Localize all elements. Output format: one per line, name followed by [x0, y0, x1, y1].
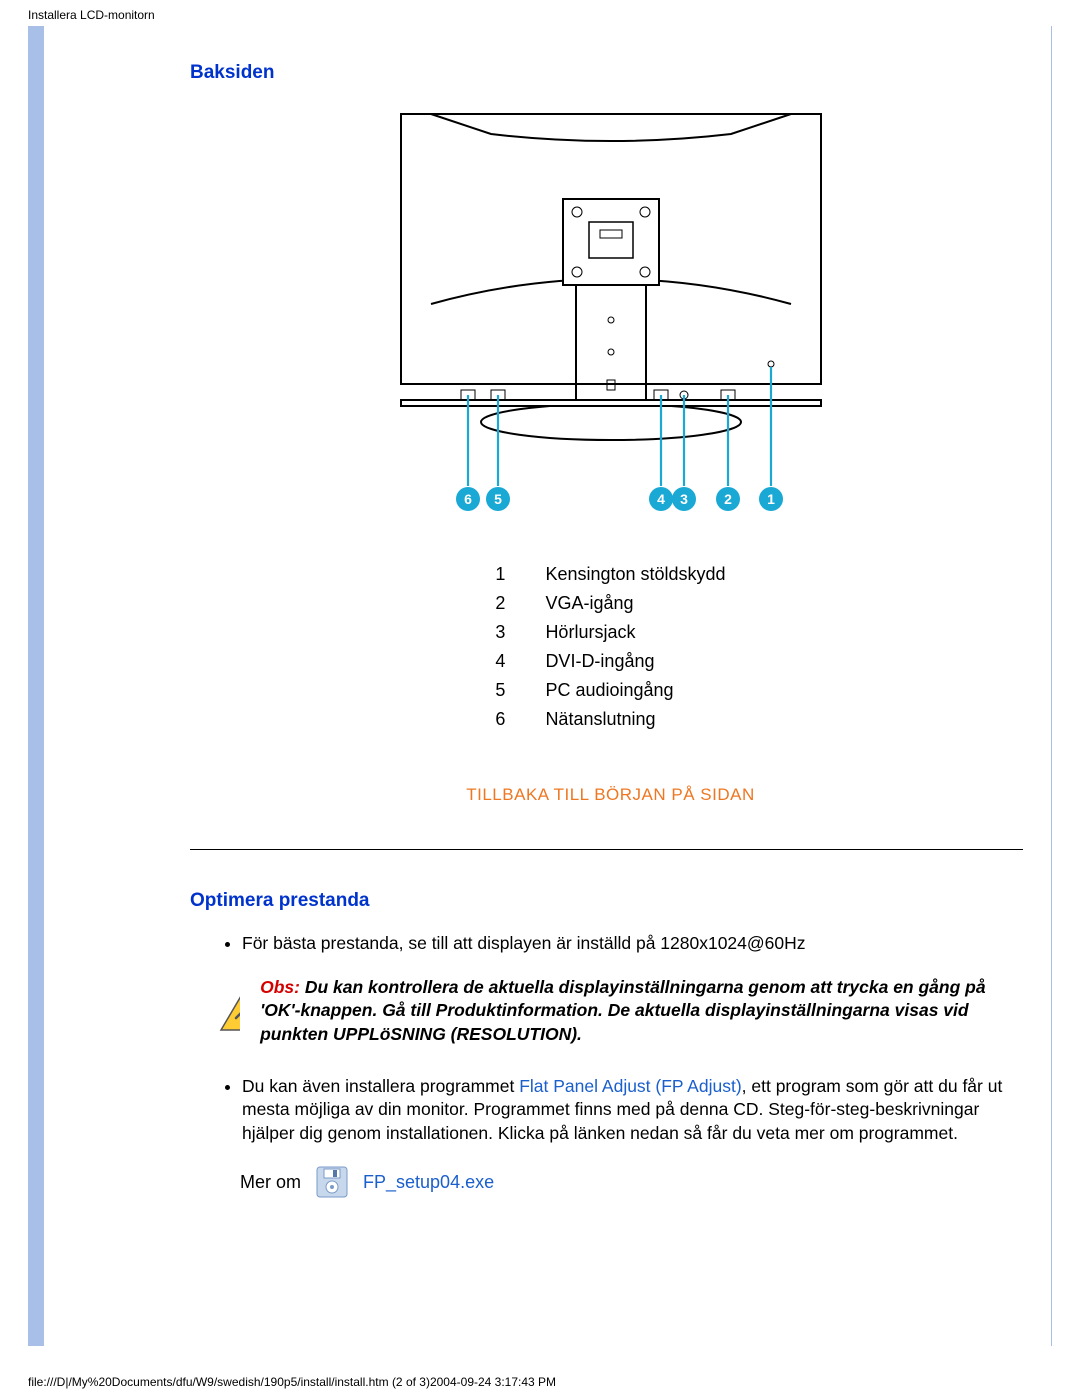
table-row: 5PC audioingång [485, 677, 735, 704]
svg-text:1: 1 [767, 491, 775, 507]
svg-text:4: 4 [657, 491, 665, 507]
content-frame: Baksiden [28, 26, 1052, 1346]
list-item: För bästa prestanda, se till att display… [242, 932, 1011, 956]
merom-label: Mer om [240, 1172, 301, 1193]
section-divider [190, 849, 1023, 850]
monitor-rear-diagram: 6 5 4 3 2 1 [190, 104, 1031, 529]
svg-text:2: 2 [724, 491, 732, 507]
table-row: 6Nätanslutning [485, 706, 735, 733]
page-header: Installera LCD-monitorn [28, 8, 155, 22]
heading-optimera: Optimera prestanda [190, 890, 1031, 912]
table-row: 4DVI-D-ingång [485, 648, 735, 675]
fp-adjust-link[interactable]: Flat Panel Adjust (FP Adjust) [519, 1076, 741, 1096]
floppy-icon [315, 1165, 349, 1199]
fp-setup-link[interactable]: FP_setup04.exe [363, 1172, 494, 1193]
svg-text:6: 6 [464, 491, 472, 507]
heading-baksiden: Baksiden [190, 62, 1031, 84]
warning-icon [218, 988, 240, 1034]
svg-text:3: 3 [680, 491, 688, 507]
port-legend-table: 1Kensington stöldskydd 2VGA-igång 3Hörlu… [483, 559, 737, 735]
note-text: Obs: Du kan kontrollera de aktuella disp… [260, 976, 1011, 1047]
svg-text:5: 5 [494, 491, 502, 507]
table-row: 2VGA-igång [485, 590, 735, 617]
table-row: 3Hörlursjack [485, 619, 735, 646]
page-footer: file:///D|/My%20Documents/dfu/W9/swedish… [28, 1375, 556, 1389]
back-to-top-link[interactable]: TILLBAKA TILL BÖRJAN PÅ SIDAN [190, 785, 1031, 805]
list-item: Du kan även installera programmet Flat P… [242, 1075, 1011, 1146]
table-row: 1Kensington stöldskydd [485, 561, 735, 588]
